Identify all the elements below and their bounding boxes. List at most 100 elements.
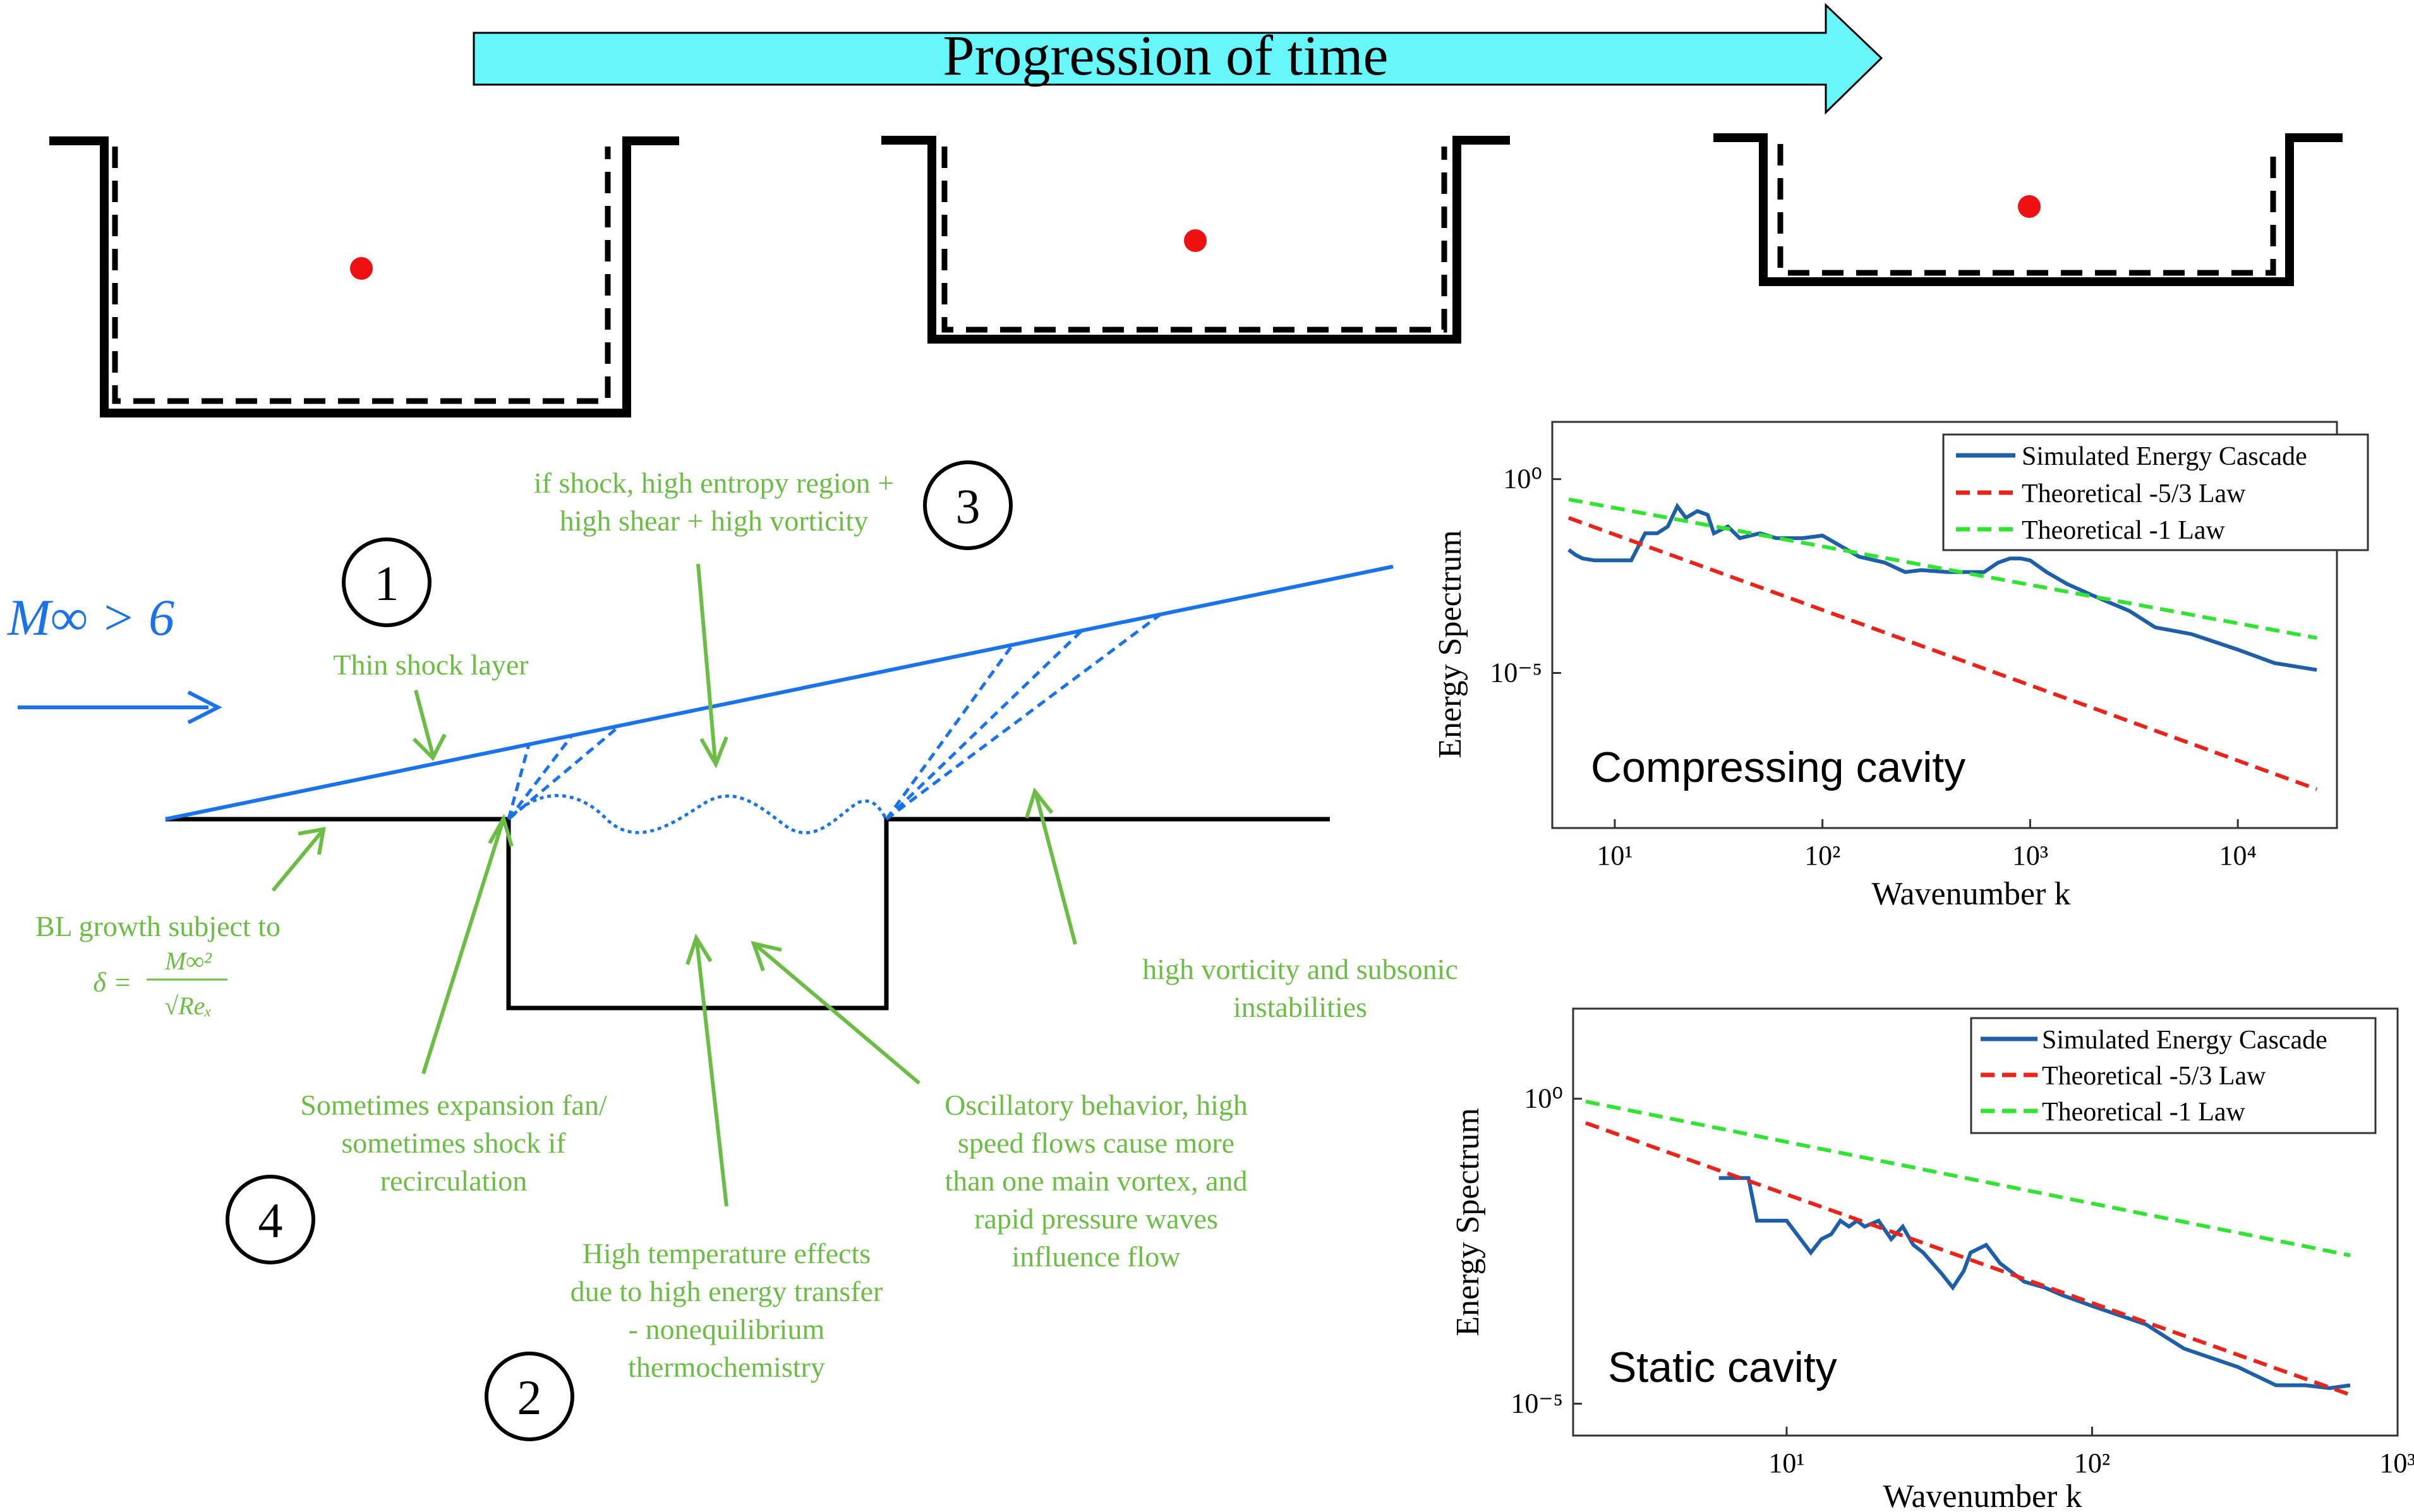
chart1-marks bbox=[1567, 497, 2318, 791]
chart1-title: Compressing cavity bbox=[1591, 743, 1965, 791]
pointer-expansion bbox=[421, 813, 514, 1074]
chart2-legend: Simulated Energy Cascade Theoretical -5/… bbox=[1970, 1017, 2377, 1134]
annotation-oscillatory-line-1: Oscillatory behavior, high bbox=[944, 1089, 1248, 1121]
expansion-fan-right bbox=[884, 612, 1162, 821]
pointer-shock-region bbox=[696, 563, 728, 769]
chart1-ytick-label: 10⁻⁵ bbox=[1490, 657, 1542, 688]
chart1-ylabel: Energy Spectrum bbox=[1432, 530, 1468, 759]
chart2-xtick-label: 10² bbox=[2074, 1448, 2110, 1479]
circled-number-2: 2 bbox=[485, 1352, 574, 1441]
shear-layer bbox=[507, 794, 888, 834]
cavity-sketch-1 bbox=[49, 136, 679, 417]
annotation-temperature-line-2: due to high energy transfer bbox=[570, 1275, 883, 1307]
svg-text:√Reₓ: √Reₓ bbox=[164, 992, 212, 1020]
pointer-bl-growth bbox=[271, 827, 326, 892]
chart1-xtick-label: 10² bbox=[1804, 840, 1840, 871]
annotation-oscillatory-line-5: influence flow bbox=[1012, 1240, 1181, 1273]
chart2-legend-item-sim: Simulated Energy Cascade bbox=[1981, 1026, 2327, 1055]
flow-schematic: M∞ > 6 1 2 3 bbox=[7, 460, 1458, 1441]
chart1-xlabel: Wavenumber k bbox=[1872, 876, 2071, 912]
circled-number-1: 1 bbox=[342, 537, 432, 627]
chart2-yticks: 10⁰ 10⁻⁵ bbox=[1511, 1083, 1582, 1419]
svg-text:2: 2 bbox=[517, 1370, 542, 1425]
chart2-ylabel: Energy Spectrum bbox=[1450, 1108, 1486, 1336]
expansion-fan-left bbox=[507, 725, 620, 820]
annotation-vorticity-line-2: instabilities bbox=[1233, 991, 1367, 1023]
chart2-xlabel: Wavenumber k bbox=[1883, 1479, 2082, 1512]
chart1-xtick-label: 10⁴ bbox=[2219, 840, 2256, 871]
chart1-legend: Simulated Energy Cascade Theoretical -5/… bbox=[1942, 433, 2369, 551]
annotation-temperature-line-3: - nonequilibrium bbox=[629, 1313, 825, 1345]
progression-arrow: Progression of time bbox=[473, 3, 1883, 115]
chart1-legend-item-sim: Simulated Energy Cascade bbox=[1956, 442, 2307, 471]
chart2-series-1 bbox=[1584, 1121, 2351, 1397]
annotation-vorticity-line-1: high vorticity and subsonic bbox=[1142, 953, 1458, 985]
chart2-series-0 bbox=[1718, 1176, 2351, 1390]
pointer-thin-shock bbox=[412, 690, 447, 762]
svg-text:4: 4 bbox=[258, 1193, 283, 1248]
chart1-series-1 bbox=[1567, 516, 2318, 791]
bl-formula: δ = M∞² √Reₓ bbox=[93, 947, 227, 1020]
chart-compressing-cavity: 10¹ 10² 10³ 10⁴ 10⁰ 10⁻⁵ Wavenumber k Energy… bbox=[1432, 421, 2369, 912]
chart1-series-0 bbox=[1567, 502, 2317, 672]
chart2-xticks: 10¹ 10² 10³ bbox=[1768, 1427, 2414, 1479]
svg-text:Simulated Energy Cascade: Simulated Energy Cascade bbox=[2022, 442, 2307, 471]
annotation-shock-region-line-2: high shear + high vorticity bbox=[560, 505, 868, 537]
annotation-shock-region-line-1: if shock, high entropy region + bbox=[534, 467, 894, 499]
annotation-temperature-line-4: thermochemistry bbox=[628, 1351, 825, 1383]
svg-text:Theoretical -5/3 Law: Theoretical -5/3 Law bbox=[2042, 1062, 2266, 1091]
svg-text:Theoretical -1 Law: Theoretical -1 Law bbox=[2022, 516, 2225, 545]
chart1-ytick-label: 10⁰ bbox=[1503, 464, 1542, 495]
shock-line bbox=[165, 565, 1394, 821]
chart2-title: Static cavity bbox=[1608, 1343, 1837, 1391]
annotation-expansion-line-2: sometimes shock if bbox=[341, 1127, 566, 1159]
svg-text:Simulated Energy Cascade: Simulated Energy Cascade bbox=[2042, 1026, 2327, 1055]
flow-arrow-head bbox=[187, 690, 222, 724]
chart1-legend-item-green: Theoretical -1 Law bbox=[1956, 516, 2225, 545]
annotation-thin-shock: Thin shock layer bbox=[333, 649, 528, 681]
progression-label: Progression of time bbox=[943, 25, 1389, 87]
red-dot-3 bbox=[2018, 195, 2041, 218]
mach-label: M∞ > 6 bbox=[7, 589, 174, 646]
circled-number-4: 4 bbox=[226, 1175, 315, 1264]
svg-text:Theoretical -5/3 Law: Theoretical -5/3 Law bbox=[2022, 479, 2246, 508]
chart2-xtick-label: 10¹ bbox=[1768, 1448, 1804, 1479]
chart2-ytick-label: 10⁻⁵ bbox=[1511, 1388, 1563, 1419]
red-dot-1 bbox=[350, 257, 373, 280]
annotation-oscillatory-line-3: than one main vortex, and bbox=[944, 1165, 1247, 1197]
annotation-oscillatory-line-4: rapid pressure waves bbox=[974, 1203, 1218, 1235]
chart2-legend-item-green: Theoretical -1 Law bbox=[1981, 1098, 2245, 1127]
progression-arrow-shape bbox=[473, 3, 1883, 115]
chart2-ytick-label: 10⁰ bbox=[1524, 1083, 1563, 1114]
cavity-sketch-2 bbox=[881, 136, 1510, 344]
annotation-expansion-line-3: recirculation bbox=[380, 1165, 527, 1197]
chart1-xticks: 10¹ 10² 10³ 10⁴ bbox=[1596, 819, 2257, 871]
svg-text:Theoretical -1 Law: Theoretical -1 Law bbox=[2042, 1098, 2245, 1127]
svg-text:δ =: δ = bbox=[93, 967, 131, 998]
pointer-vorticity bbox=[1025, 787, 1077, 945]
chart1-series-2 bbox=[1568, 497, 2317, 640]
chart-static-cavity: 10¹ 10² 10³ 10⁰ 10⁻⁵ Wavenumber k Energy Sp… bbox=[1450, 1007, 2414, 1512]
svg-text:1: 1 bbox=[375, 556, 399, 611]
chart1-xtick-label: 10¹ bbox=[1596, 840, 1632, 871]
chart1-legend-item-red: Theoretical -5/3 Law bbox=[1956, 479, 2246, 508]
chart2-series-2 bbox=[1585, 1100, 2351, 1257]
pointer-temperature bbox=[685, 933, 728, 1207]
svg-text:M∞²: M∞² bbox=[164, 947, 212, 975]
svg-text:3: 3 bbox=[956, 479, 981, 534]
annotation-temperature-line-1: High temperature effects bbox=[582, 1237, 871, 1269]
chart1-yticks: 10⁰ 10⁻⁵ bbox=[1490, 464, 1561, 688]
pointer-oscillatory bbox=[751, 940, 920, 1085]
chart2-marks bbox=[1584, 1100, 2351, 1397]
annotation-expansion-line-1: Sometimes expansion fan/ bbox=[300, 1089, 607, 1121]
chart2-legend-item-red: Theoretical -5/3 Law bbox=[1981, 1062, 2266, 1091]
annotation-bl-growth: BL growth subject to bbox=[35, 910, 281, 942]
chart1-xtick-label: 10³ bbox=[2012, 840, 2048, 871]
chart2-xtick-label: 10³ bbox=[2379, 1448, 2414, 1479]
annotation-oscillatory-line-2: speed flows cause more bbox=[958, 1127, 1234, 1159]
cavity-sketch-3 bbox=[1713, 133, 2343, 286]
cavity-geometry bbox=[166, 817, 1330, 1011]
red-dot-2 bbox=[1184, 229, 1207, 252]
circled-number-3: 3 bbox=[923, 460, 1013, 550]
